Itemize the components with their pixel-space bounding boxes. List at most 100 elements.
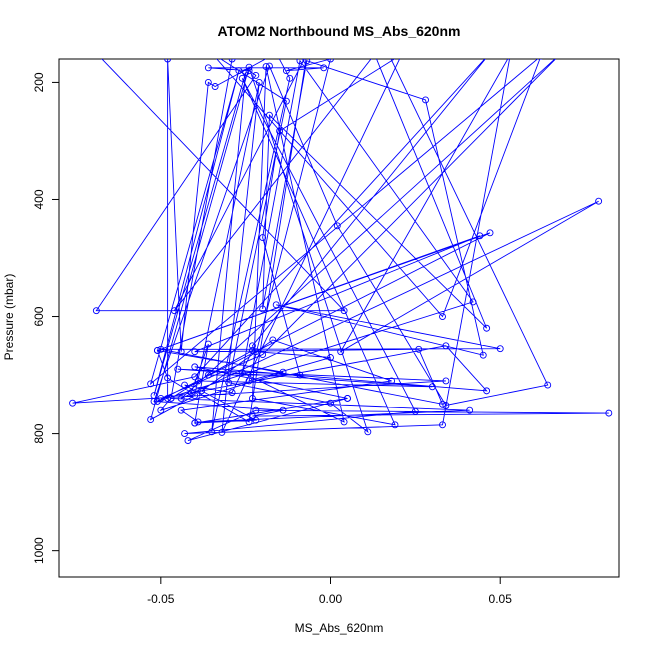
data-point (208, 428, 216, 436)
data-point (327, 354, 334, 361)
data-point (466, 406, 474, 414)
data-point (265, 62, 273, 70)
y-axis-label: Pressure (mbar) (2, 274, 16, 361)
x-tick-label: -0.05 (147, 592, 175, 606)
data-point (428, 383, 436, 391)
data-point (204, 78, 212, 86)
data-point (303, 59, 311, 65)
data-point (242, 69, 250, 76)
data-point (245, 63, 253, 71)
data-point (204, 64, 212, 72)
chart-title: ATOM2 Northbound MS_Abs_620nm (218, 23, 461, 39)
data-point (209, 50, 215, 56)
data-point (93, 50, 99, 56)
data-point (252, 406, 260, 414)
data-point (273, 50, 279, 56)
x-tick-label: 0.05 (489, 592, 513, 606)
data-point (235, 67, 243, 75)
data-point (279, 406, 287, 414)
data-point (439, 313, 446, 320)
data-point (157, 406, 165, 414)
data-point (191, 373, 199, 381)
data-point (218, 428, 226, 436)
data-point (228, 59, 236, 63)
data-point (320, 64, 328, 72)
data-point (304, 51, 310, 57)
data-point (181, 430, 189, 438)
data-point (483, 387, 491, 395)
data-point (164, 59, 172, 63)
data-point (496, 345, 504, 353)
data-point (476, 232, 484, 240)
data-point (286, 74, 294, 82)
data-point (272, 301, 280, 309)
data-point (69, 399, 77, 407)
data-point (487, 50, 493, 56)
data-point (265, 111, 273, 119)
data-point (238, 369, 246, 377)
data-point (333, 222, 341, 230)
data-point (479, 351, 487, 359)
data-point (327, 399, 334, 407)
data-point (259, 351, 267, 359)
data-point (262, 63, 270, 71)
data-point (164, 395, 172, 402)
data-point (177, 406, 185, 414)
data-point (282, 97, 290, 105)
series-layer (69, 50, 613, 445)
data-point (153, 347, 161, 354)
data-point (439, 400, 446, 408)
data-point (442, 402, 450, 409)
y-axis: 200 400 600 800 1000 (32, 72, 60, 564)
data-point (439, 421, 446, 429)
data-point (191, 363, 199, 371)
data-point (167, 395, 175, 402)
data-point (486, 229, 494, 237)
data-point (279, 368, 287, 376)
data-point (252, 71, 260, 79)
data-point (198, 387, 205, 395)
data-point (558, 50, 564, 56)
data-point (191, 419, 199, 427)
data-point (595, 197, 603, 205)
data-point (147, 380, 155, 388)
data-point (249, 412, 256, 420)
data-point (245, 67, 253, 75)
data-point (157, 345, 165, 353)
data-point (249, 347, 256, 354)
data-point (181, 381, 189, 389)
data-point (252, 348, 260, 356)
y-tick-label: 1000 (32, 537, 46, 564)
data-point (194, 377, 202, 385)
data-point (605, 409, 613, 417)
series-line (72, 59, 609, 442)
data-point (252, 416, 260, 424)
data-point (259, 305, 267, 313)
x-axis: -0.05 0.00 0.05 (147, 576, 513, 606)
data-point (364, 428, 372, 436)
data-point (507, 51, 513, 57)
data-point (442, 377, 450, 385)
data-point (245, 418, 253, 426)
data-point (204, 371, 212, 379)
data-point (150, 397, 158, 405)
data-point (249, 395, 256, 402)
data-point (194, 418, 202, 426)
y-tick-label: 600 (32, 306, 46, 326)
data-point (249, 342, 256, 350)
data-point (385, 50, 391, 56)
data-point (157, 395, 165, 402)
data-point (415, 345, 423, 353)
data-point (269, 336, 277, 344)
data-point (228, 389, 236, 397)
plot-frame (58, 58, 620, 578)
y-tick-label: 800 (32, 423, 46, 443)
x-axis-label: MS_Abs_620nm (295, 621, 384, 635)
data-point (340, 418, 348, 426)
data-point (164, 374, 172, 382)
data-point (255, 78, 263, 86)
data-point (259, 234, 267, 241)
data-point (544, 381, 552, 389)
data-point (340, 307, 348, 315)
